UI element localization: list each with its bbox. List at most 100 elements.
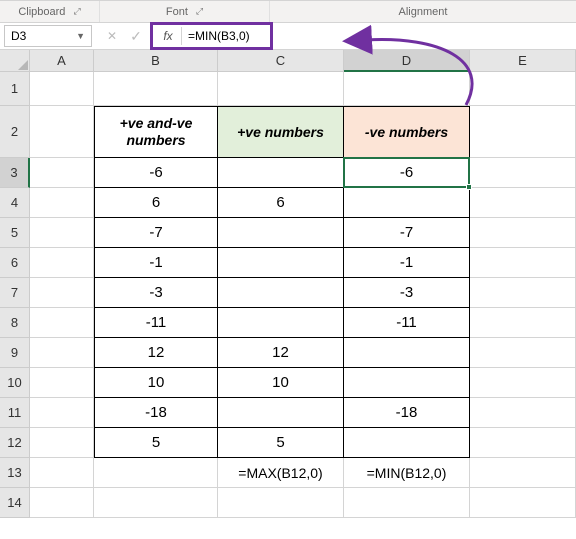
- row-header-14[interactable]: 14: [0, 488, 30, 518]
- cell[interactable]: [30, 218, 94, 248]
- cell[interactable]: [94, 488, 218, 518]
- cell[interactable]: [344, 488, 470, 518]
- row-header-13[interactable]: 13: [0, 458, 30, 488]
- cell[interactable]: [30, 458, 94, 488]
- cell-b11[interactable]: -18: [94, 398, 218, 428]
- cell-b12[interactable]: 5: [94, 428, 218, 458]
- cell[interactable]: [30, 72, 94, 106]
- expand-icon[interactable]: ⤢: [73, 6, 80, 17]
- cell[interactable]: [30, 398, 94, 428]
- cell-b8[interactable]: -11: [94, 308, 218, 338]
- row-header-5[interactable]: 5: [0, 218, 30, 248]
- cell[interactable]: [30, 158, 94, 188]
- cell[interactable]: [218, 72, 344, 106]
- cell-c8[interactable]: [218, 308, 344, 338]
- cell-c5[interactable]: [218, 218, 344, 248]
- cell[interactable]: [470, 458, 576, 488]
- chevron-down-icon[interactable]: ▼: [76, 31, 85, 41]
- expand-icon[interactable]: ⤢: [196, 6, 203, 17]
- cell-c13[interactable]: =MAX(B12,0): [218, 458, 344, 488]
- cell-b6[interactable]: -1: [94, 248, 218, 278]
- cell[interactable]: [30, 278, 94, 308]
- cell-b9[interactable]: 12: [94, 338, 218, 368]
- ribbon-clipboard[interactable]: Clipboard⤢: [0, 1, 100, 22]
- cell[interactable]: [30, 106, 94, 158]
- cell[interactable]: [470, 308, 576, 338]
- fill-handle[interactable]: [466, 184, 472, 190]
- cell[interactable]: [470, 368, 576, 398]
- row-header-3[interactable]: 3: [0, 158, 30, 188]
- cell[interactable]: [470, 158, 576, 188]
- cell-b4[interactable]: 6: [94, 188, 218, 218]
- cell-c6[interactable]: [218, 248, 344, 278]
- cell-d10[interactable]: [344, 368, 470, 398]
- cell-d3[interactable]: -6: [344, 158, 470, 188]
- select-all-corner[interactable]: [0, 50, 30, 72]
- cell[interactable]: [470, 488, 576, 518]
- cell[interactable]: [470, 72, 576, 106]
- cell[interactable]: [94, 458, 218, 488]
- col-header-a[interactable]: A: [30, 50, 94, 72]
- cell-c9[interactable]: 12: [218, 338, 344, 368]
- cell[interactable]: [344, 72, 470, 106]
- row-header-6[interactable]: 6: [0, 248, 30, 278]
- cell-c11[interactable]: [218, 398, 344, 428]
- cell[interactable]: [30, 368, 94, 398]
- cell-b2[interactable]: +ve and-ve numbers: [94, 106, 218, 158]
- row-header-11[interactable]: 11: [0, 398, 30, 428]
- cell[interactable]: [30, 248, 94, 278]
- cell-c4[interactable]: 6: [218, 188, 344, 218]
- cell[interactable]: [470, 106, 576, 158]
- cell[interactable]: [30, 428, 94, 458]
- cell-b5[interactable]: -7: [94, 218, 218, 248]
- cell[interactable]: [94, 72, 218, 106]
- cell-c7[interactable]: [218, 278, 344, 308]
- cell[interactable]: [470, 338, 576, 368]
- cell-c3[interactable]: [218, 158, 344, 188]
- row-header-7[interactable]: 7: [0, 278, 30, 308]
- accept-icon[interactable]: ✓: [124, 24, 148, 48]
- cell-d11[interactable]: -18: [344, 398, 470, 428]
- cell-c12[interactable]: 5: [218, 428, 344, 458]
- cell-b3[interactable]: -6: [94, 158, 218, 188]
- row-header-1[interactable]: 1: [0, 72, 30, 106]
- row-header-8[interactable]: 8: [0, 308, 30, 338]
- col-header-c[interactable]: C: [218, 50, 344, 72]
- cell[interactable]: [30, 188, 94, 218]
- cell[interactable]: [470, 428, 576, 458]
- cell-d5[interactable]: -7: [344, 218, 470, 248]
- cell[interactable]: [218, 488, 344, 518]
- name-box[interactable]: D3 ▼: [4, 25, 92, 47]
- row-header-2[interactable]: 2: [0, 106, 30, 158]
- fx-icon[interactable]: fx: [155, 29, 181, 43]
- ribbon-font[interactable]: Font⤢: [100, 1, 270, 22]
- cell[interactable]: [470, 188, 576, 218]
- cell-d7[interactable]: -3: [344, 278, 470, 308]
- formula-input[interactable]: =MIN(B3,0): [182, 25, 268, 47]
- cell-d4[interactable]: [344, 188, 470, 218]
- cell-c10[interactable]: 10: [218, 368, 344, 398]
- row-header-4[interactable]: 4: [0, 188, 30, 218]
- cell[interactable]: [30, 308, 94, 338]
- cell-d12[interactable]: [344, 428, 470, 458]
- cell[interactable]: [470, 398, 576, 428]
- row-header-9[interactable]: 9: [0, 338, 30, 368]
- cell-d9[interactable]: [344, 338, 470, 368]
- ribbon-alignment[interactable]: Alignment: [270, 1, 576, 22]
- row-header-10[interactable]: 10: [0, 368, 30, 398]
- cell-d2[interactable]: -ve numbers: [344, 106, 470, 158]
- cell-d13[interactable]: =MIN(B12,0): [344, 458, 470, 488]
- cell-b10[interactable]: 10: [94, 368, 218, 398]
- row-header-12[interactable]: 12: [0, 428, 30, 458]
- col-header-b[interactable]: B: [94, 50, 218, 72]
- cell-b7[interactable]: -3: [94, 278, 218, 308]
- col-header-e[interactable]: E: [470, 50, 576, 72]
- cell[interactable]: [30, 338, 94, 368]
- cell[interactable]: [470, 218, 576, 248]
- cell-d6[interactable]: -1: [344, 248, 470, 278]
- cell[interactable]: [30, 488, 94, 518]
- cell[interactable]: [470, 248, 576, 278]
- cell[interactable]: [470, 278, 576, 308]
- cell-d8[interactable]: -11: [344, 308, 470, 338]
- cell-c2[interactable]: +ve numbers: [218, 106, 344, 158]
